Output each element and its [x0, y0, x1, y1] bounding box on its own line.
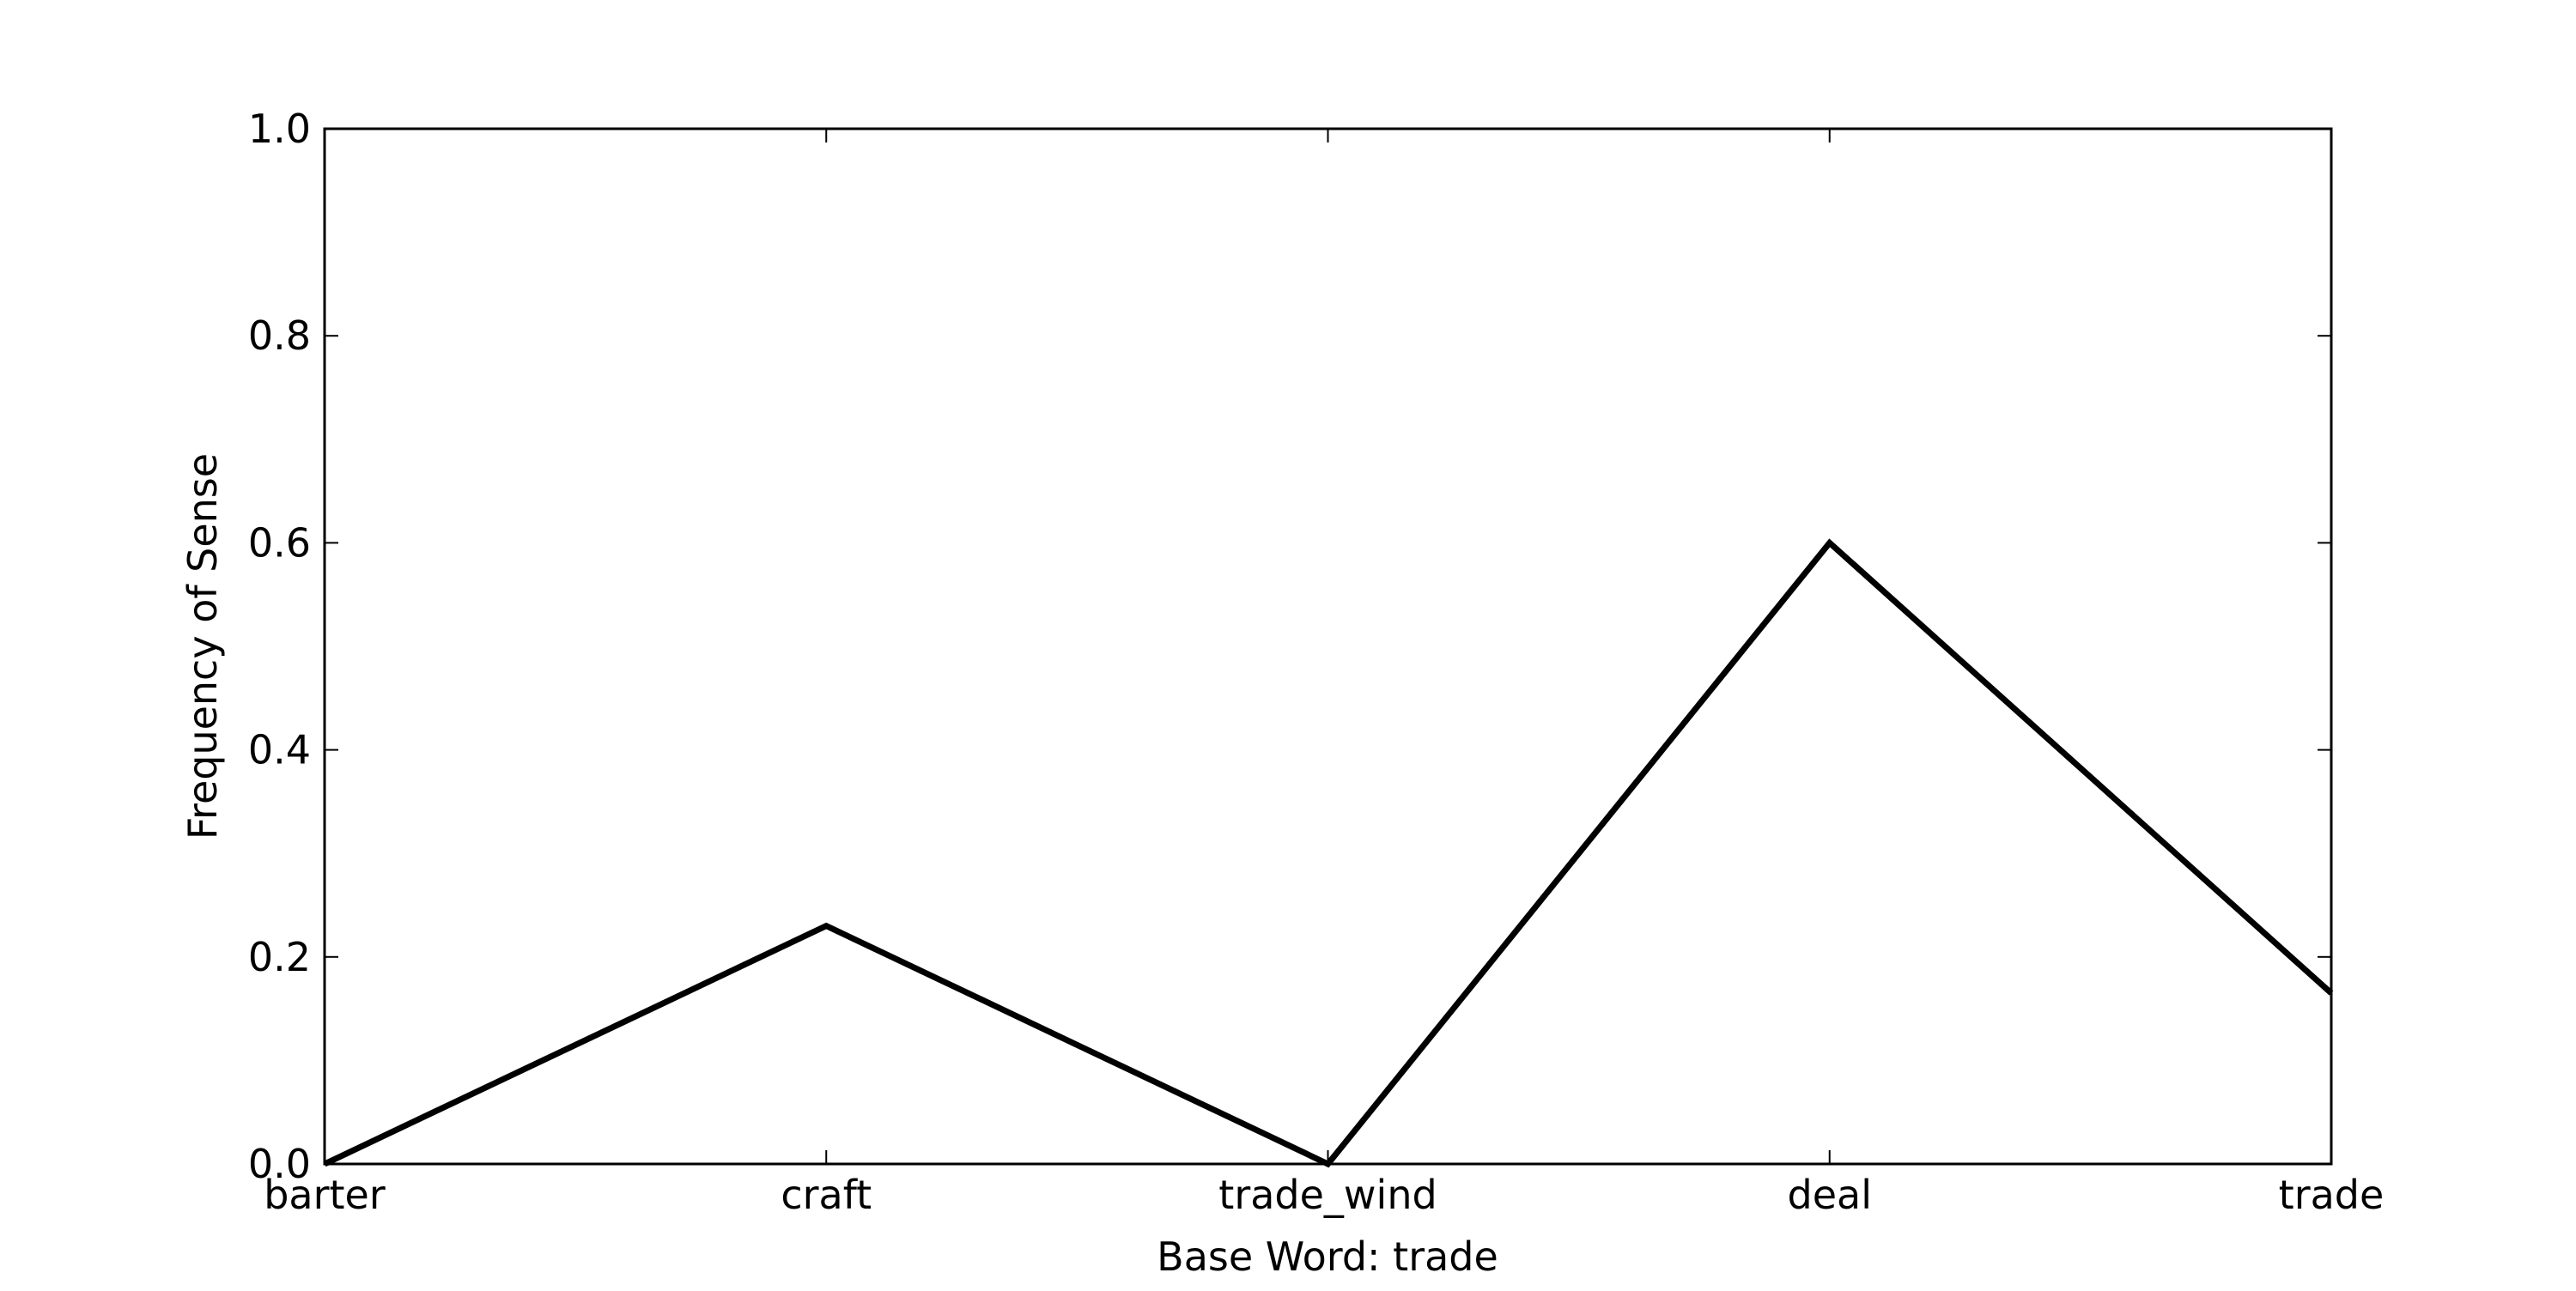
data-point [1327, 1163, 1328, 1165]
data-point [2330, 992, 2332, 994]
x-tick-label: deal [1788, 1172, 1872, 1218]
x-tick-label: trade_wind [1218, 1172, 1437, 1218]
data-point [825, 925, 827, 927]
y-tick-label: 1.0 [248, 106, 311, 152]
data-point [1829, 542, 1831, 543]
x-axis-label: Base Word: trade [1157, 1233, 1498, 1280]
series-layer [323, 538, 2334, 1168]
plot-area [323, 127, 2333, 1166]
x-tick-label: craft [781, 1172, 872, 1218]
y-axis-label: Frequency of Sense [179, 453, 226, 839]
x-tick-label: trade [2279, 1172, 2385, 1218]
y-tick-label: 0.6 [248, 519, 311, 566]
y-tick-label: 0.0 [248, 1141, 311, 1187]
y-tick-label: 0.4 [248, 727, 311, 773]
y-tick-label: 0.8 [248, 312, 311, 359]
y-axis-ticks: 0.0 0.2 0.4 0.6 0.8 1.0 [248, 106, 2331, 1187]
series-line [323, 538, 2334, 1168]
y-tick-label: 0.2 [248, 934, 311, 980]
x-axis-ticks: barter craft trade_wind deal trade [264, 129, 2384, 1218]
x-tick-label: barter [264, 1172, 386, 1218]
